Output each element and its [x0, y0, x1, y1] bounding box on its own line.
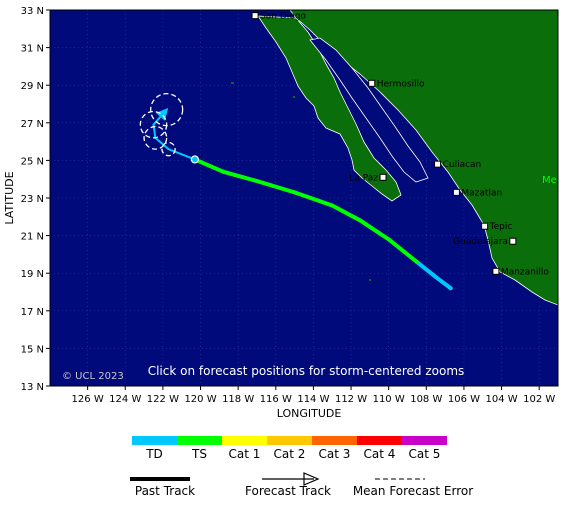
city-marker: Tepic — [481, 222, 513, 232]
legend-swatch — [402, 436, 447, 445]
city-marker: La Paz — [349, 173, 387, 183]
forecast-error-circle[interactable] — [150, 92, 184, 127]
city-square-icon — [509, 237, 517, 245]
city-marker: Hermosillo — [368, 79, 425, 89]
legend-category-label: Cat 4 — [364, 447, 396, 461]
legend-swatch — [357, 436, 402, 445]
mean-error-label: Mean Forecast Error — [353, 484, 473, 498]
lon-tick-label: 102 W — [523, 394, 555, 405]
lon-tick-label: 112 W — [335, 394, 367, 405]
lat-tick-label: 19 N — [21, 269, 44, 280]
city-label: Hermosillo — [377, 79, 425, 89]
past-track-segment — [358, 218, 391, 242]
current-storm-position[interactable] — [190, 155, 199, 164]
island — [231, 82, 234, 84]
forecast-error-circles[interactable] — [139, 92, 184, 157]
city-label: Guadalajara — [453, 237, 508, 247]
past-track-segment — [254, 179, 297, 195]
city-label: Mazatlan — [461, 188, 502, 198]
legend-category-label: Cat 5 — [409, 447, 441, 461]
lon-tick-label: 114 W — [297, 394, 329, 405]
city-square-icon — [452, 188, 460, 196]
intensity-legend: TD TS Cat 1 Cat 2 Cat 3 Cat 4 Cat 5 — [132, 436, 447, 461]
city-square-icon — [379, 173, 387, 181]
zoom-instruction-text: Click on forecast positions for storm-ce… — [148, 364, 465, 378]
lon-tick-label: 118 W — [222, 394, 254, 405]
city-marker: San Diego — [251, 12, 307, 22]
city-label: La Paz — [349, 173, 378, 183]
country-label: Me — [542, 175, 557, 186]
legend-swatch — [222, 436, 267, 445]
past-track-label: Past Track — [135, 484, 195, 498]
legend-category-label: TS — [191, 447, 207, 461]
legend-category-label: Cat 3 — [319, 447, 351, 461]
city-square-icon — [492, 267, 500, 275]
legend-category-label: Cat 1 — [229, 447, 261, 461]
baja-california-landmass — [257, 15, 402, 202]
past-track-segment — [414, 259, 438, 279]
city-marker: Guadalajara — [453, 237, 517, 247]
city-marker: Manzanillo — [492, 267, 549, 277]
lon-tick-label: 110 W — [373, 394, 405, 405]
island — [369, 279, 371, 281]
island — [293, 96, 295, 98]
longitude-tick-labels: 126 W 124 W 122 W 120 W 118 W 116 W 114 W 112 W… — [72, 386, 555, 405]
past-track-segment — [192, 157, 226, 174]
city-label: Manzanillo — [501, 267, 549, 277]
lon-tick-label: 106 W — [448, 394, 480, 405]
city-label: Culiacan — [443, 160, 482, 170]
city-marker: Mazatlan — [452, 188, 502, 198]
lon-tick-label: 108 W — [410, 394, 442, 405]
legend-category-label: TD — [145, 447, 163, 461]
x-axis-title: LONGITUDE — [277, 407, 342, 420]
lat-tick-label: 15 N — [21, 344, 44, 355]
past-track-segment — [386, 237, 419, 264]
past-track-segment — [221, 169, 259, 184]
city-markers: San Diego Hermosillo Culiacan La Paz Mazatla… — [251, 12, 549, 277]
legend-swatch — [267, 436, 312, 445]
latitude-tick-labels: 33 N 31 N 29 N 27 N 25 N 23 N 21 N 19 N 17 N 15 N… — [21, 6, 50, 393]
city-square-icon — [481, 222, 489, 230]
lat-tick-label: 29 N — [21, 81, 44, 92]
lat-tick-label: 13 N — [21, 382, 44, 393]
lon-tick-label: 120 W — [184, 394, 216, 405]
lat-tick-label: 33 N — [21, 6, 44, 17]
past-track — [192, 157, 453, 291]
y-axis-title: LATITUDE — [3, 171, 16, 224]
lon-tick-label: 122 W — [147, 394, 179, 405]
city-square-icon — [434, 160, 442, 168]
city-square-icon — [251, 12, 259, 20]
city-label: San Diego — [260, 12, 306, 22]
past-track-segment — [433, 274, 453, 291]
past-track-segment — [330, 203, 363, 223]
lat-tick-label: 23 N — [21, 194, 44, 205]
lat-tick-label: 27 N — [21, 119, 44, 130]
lon-tick-label: 126 W — [72, 394, 104, 405]
lon-tick-label: 104 W — [485, 394, 517, 405]
forecast-arrow-icon — [303, 472, 320, 486]
city-marker: Culiacan — [434, 160, 482, 170]
legend-swatch — [312, 436, 357, 445]
forecast-error-circle[interactable] — [161, 141, 176, 157]
lon-tick-label: 116 W — [260, 394, 292, 405]
lat-tick-label: 25 N — [21, 156, 44, 167]
lat-tick-label: 17 N — [21, 307, 44, 318]
lon-tick-label: 124 W — [109, 394, 141, 405]
gulf-of-california — [309, 37, 429, 183]
legend-swatch — [177, 436, 222, 445]
lat-tick-label: 31 N — [21, 44, 44, 55]
lat-tick-label: 21 N — [21, 232, 44, 243]
forecast-error-circle[interactable] — [143, 125, 168, 150]
past-track-segment — [292, 190, 335, 208]
city-square-icon — [368, 79, 376, 87]
forecast-track-label: Forecast Track — [245, 484, 331, 498]
city-label: Tepic — [489, 222, 513, 232]
forecast-error-circle[interactable] — [139, 110, 168, 139]
legend-category-label: Cat 2 — [274, 447, 306, 461]
legend-swatch — [132, 436, 177, 445]
copyright-text: © UCL 2023 — [62, 371, 124, 382]
